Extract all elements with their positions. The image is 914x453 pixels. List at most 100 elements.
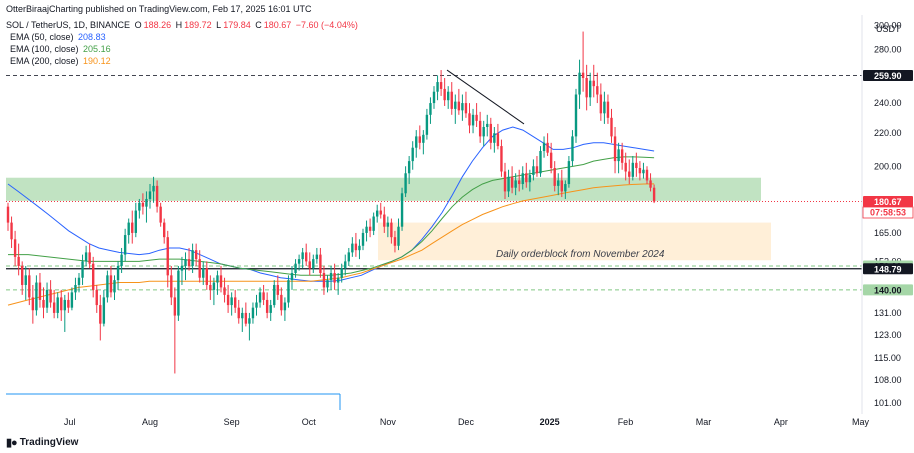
candle (418, 125, 421, 150)
candle (326, 275, 329, 293)
candle-body (514, 180, 517, 188)
high-value: 189.72 (184, 20, 212, 30)
x-tick-label: 2025 (540, 417, 560, 427)
ema-50-legend[interactable]: EMA (50, close) 208.83 (10, 31, 108, 43)
candle (475, 103, 478, 127)
ema-100-legend[interactable]: EMA (100, close) 205.16 (10, 43, 113, 55)
candle-body (589, 80, 592, 98)
candle-body (443, 88, 446, 101)
candle (454, 94, 457, 124)
candle (308, 252, 311, 276)
currency-label[interactable]: USDT (876, 24, 901, 34)
candle (574, 88, 578, 143)
candle-body (574, 94, 578, 137)
candle (45, 282, 49, 313)
candle (141, 193, 145, 215)
candle-body (585, 78, 588, 98)
candle-body (219, 275, 223, 288)
candle (532, 159, 535, 181)
candle (255, 294, 258, 316)
candle-body (212, 282, 216, 290)
candle-body (123, 235, 127, 255)
candle-body (241, 312, 244, 319)
candle (344, 254, 347, 276)
candle-body (525, 173, 528, 183)
candle (180, 256, 184, 285)
candle (365, 220, 368, 242)
candle-body (120, 254, 123, 266)
candle (226, 284, 230, 313)
y-tick-label: 220.00 (874, 128, 902, 138)
x-tick-label: Dec (458, 417, 475, 427)
candle-body (578, 72, 581, 95)
y-tick-label: 123.00 (874, 330, 902, 340)
candle-body (336, 277, 340, 283)
candle (194, 243, 198, 266)
candle (258, 287, 262, 308)
candle (379, 202, 382, 219)
candle (322, 265, 326, 295)
candle (84, 245, 88, 266)
candle-body (450, 91, 453, 109)
candle-body (560, 180, 563, 192)
y-tick-label: 131.00 (874, 308, 902, 318)
candle (613, 126, 617, 174)
candle-body (88, 252, 91, 264)
ema-200-legend[interactable]: EMA (200, close) 190.12 (10, 55, 113, 67)
candle (297, 254, 301, 271)
candle (631, 156, 634, 181)
tradingview-brand[interactable]: ▮● TradingView (6, 436, 78, 449)
candle-body (152, 185, 155, 192)
open-value: 188.26 (143, 20, 172, 30)
candle-body (283, 302, 287, 311)
candle (620, 142, 624, 170)
candle-body (624, 162, 627, 172)
candle-body (258, 292, 262, 303)
symbol-label[interactable]: SOL / TetherUS, 1D, BINANCE (6, 20, 131, 30)
candle-body (464, 103, 468, 114)
candle-body (315, 254, 319, 260)
candle-body (35, 282, 38, 311)
candle-body (486, 123, 489, 127)
candle (315, 247, 319, 264)
candle (351, 237, 354, 257)
candle-body (31, 297, 35, 311)
candle (432, 86, 436, 109)
candle-body (42, 299, 45, 308)
candle-body (386, 222, 390, 227)
candle (571, 130, 574, 167)
candle (457, 88, 461, 115)
candle (109, 265, 113, 298)
candle (361, 228, 365, 251)
candle (198, 250, 201, 283)
candle-body (628, 171, 631, 177)
x-tick-label: Feb (618, 417, 634, 427)
candle-body (635, 162, 638, 169)
candle (376, 204, 379, 223)
candle-body (49, 289, 52, 303)
candle (155, 180, 159, 213)
candle (60, 289, 63, 321)
x-tick-label: May (852, 417, 870, 427)
candle (521, 166, 524, 190)
x-tick-label: Nov (380, 417, 397, 427)
candle (329, 265, 333, 290)
candle (237, 299, 240, 324)
candle-body (549, 152, 553, 169)
candle-body (28, 275, 31, 298)
candle (535, 156, 539, 177)
candle-body (319, 254, 322, 273)
price-badge-text: 180.67 (874, 197, 902, 207)
candle (187, 247, 191, 271)
candle-body (92, 263, 95, 290)
candle-body (84, 252, 88, 262)
candle (652, 184, 656, 204)
y-tick-label: 240.00 (874, 98, 902, 108)
candle-body (99, 305, 102, 324)
candle (649, 173, 652, 192)
candle-body (95, 289, 98, 306)
candle-body (358, 245, 361, 251)
candle (528, 169, 532, 192)
candle-body (457, 101, 461, 111)
